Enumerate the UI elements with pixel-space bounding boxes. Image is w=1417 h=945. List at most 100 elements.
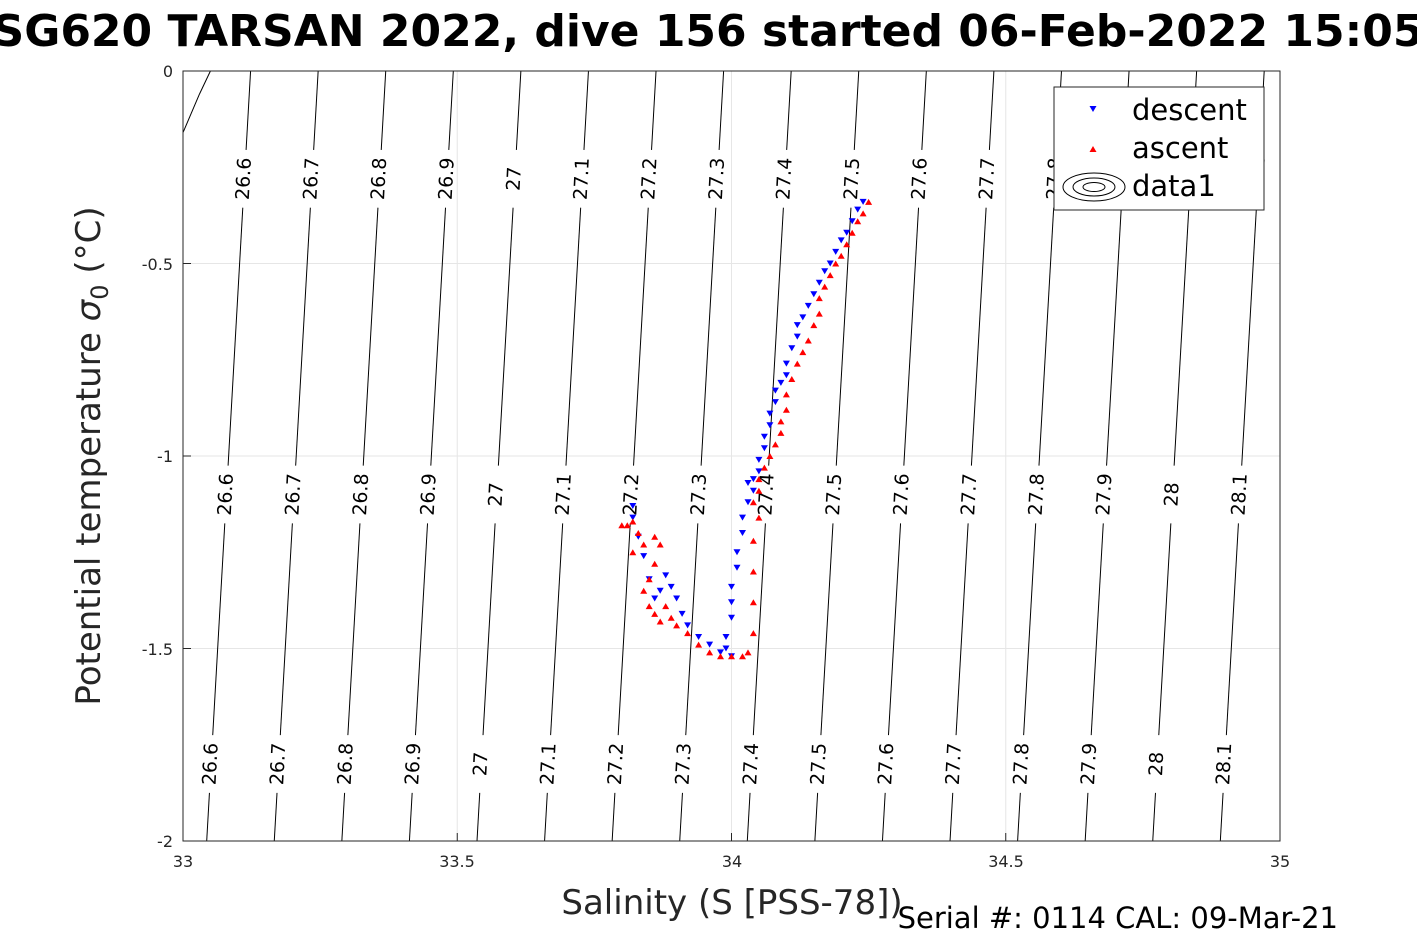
ascent-point xyxy=(749,499,757,506)
isopycnal-line xyxy=(182,93,200,133)
isopycnal-line xyxy=(685,523,699,736)
ascent-point xyxy=(799,349,807,356)
isopycnal-line xyxy=(1241,207,1257,466)
ascent-point xyxy=(777,429,785,436)
chart-title: SG620 TARSAN 2022, dive 156 started 06-F… xyxy=(0,6,1417,57)
isopycnal-label: 27.5 xyxy=(822,473,846,516)
ascent-point xyxy=(848,229,856,236)
ascent-point xyxy=(821,283,829,290)
ascent-point xyxy=(793,360,801,367)
isopycnal-line xyxy=(651,70,657,150)
ascent-point xyxy=(854,218,862,225)
isopycnal-line xyxy=(1017,792,1021,842)
y-tick-labels: 0 -0.5 -1 -1.5 -2 xyxy=(142,62,173,851)
descent-point xyxy=(749,487,757,494)
descent-point xyxy=(739,530,746,536)
descent-point xyxy=(629,514,637,521)
isopycnal-label: 28.1 xyxy=(1212,742,1236,785)
ascent-point xyxy=(651,533,659,540)
isopycnal-line xyxy=(408,792,413,842)
ascent-point xyxy=(782,391,790,398)
descent-point xyxy=(651,595,659,602)
ascent-point xyxy=(815,310,823,317)
ascent-point xyxy=(788,376,796,382)
isopycnal-line xyxy=(347,523,361,736)
isopycnal-label: 27.1 xyxy=(552,473,576,516)
isopycnal-line xyxy=(820,523,834,736)
ascent-point xyxy=(618,522,626,529)
descent-point xyxy=(766,422,774,429)
ascent-point xyxy=(656,618,664,625)
isopycnal-line xyxy=(206,792,210,842)
ascent-point xyxy=(777,418,785,425)
isopycnal-line xyxy=(1038,207,1055,466)
ascent-point xyxy=(667,614,675,621)
isopycnal-label: 27 xyxy=(503,166,526,191)
ascent-point xyxy=(859,210,867,217)
descent-point xyxy=(678,610,686,617)
descent-point xyxy=(755,456,763,463)
x-tick-label: 33 xyxy=(173,852,193,871)
ascent-point xyxy=(739,653,746,660)
descent-point xyxy=(788,345,796,352)
isopycnal-label: 27.6 xyxy=(908,157,932,200)
descent-point xyxy=(782,360,790,367)
descent-point xyxy=(837,237,845,244)
descent-point xyxy=(656,587,664,594)
isopycnal-contours xyxy=(182,70,1265,842)
isopycnal-line xyxy=(970,207,987,466)
descent-point xyxy=(804,302,812,309)
ascent-point xyxy=(629,549,637,556)
isopycnal-line xyxy=(881,792,886,842)
x-tick-label: 34.5 xyxy=(988,852,1024,871)
isopycnal-line xyxy=(617,523,631,736)
descent-point xyxy=(810,291,818,298)
descent-point xyxy=(695,634,703,640)
ascent-point xyxy=(728,653,735,660)
ascent-point xyxy=(645,576,653,583)
isopycnal-line xyxy=(245,70,252,150)
isopycnal-line xyxy=(273,792,278,842)
x-tick-label: 35 xyxy=(1270,852,1290,871)
isopycnal-line xyxy=(279,523,293,736)
descent-point xyxy=(832,248,840,255)
ascent-point xyxy=(651,560,659,567)
ascent-point xyxy=(771,441,779,448)
descent-point xyxy=(854,206,862,213)
descent-point xyxy=(843,229,851,236)
isopycnal-label: 28 xyxy=(1160,482,1183,507)
descent-point xyxy=(777,379,785,386)
isopycnal-line xyxy=(362,207,379,466)
isopycnal-line xyxy=(295,207,311,466)
isopycnal-line xyxy=(746,792,751,842)
isopycnal-label: 27.3 xyxy=(672,742,696,785)
isopycnal-label: 26.6 xyxy=(214,473,238,516)
y-tick-label: -2 xyxy=(157,832,173,851)
isopycnal-line xyxy=(1106,207,1122,466)
ascent-point xyxy=(865,198,873,205)
descent-point xyxy=(739,514,746,521)
isopycnal-label: 27.7 xyxy=(957,473,981,516)
serial-cal-label: Serial #: 0114 CAL: 09-Mar-21 xyxy=(898,901,1338,935)
ascent-point xyxy=(744,649,752,656)
isopycnal-label: 27.2 xyxy=(637,157,661,200)
isopycnal-label: 26.8 xyxy=(349,473,373,516)
descent-point xyxy=(859,198,867,205)
isopycnal-label: 27.8 xyxy=(1009,742,1033,785)
isopycnal-line xyxy=(448,70,454,150)
ascent-point xyxy=(640,541,648,548)
isopycnal-line xyxy=(476,792,481,842)
isopycnal-line xyxy=(903,207,920,466)
isopycnal-line xyxy=(1023,523,1037,736)
isopycnal-label: 27 xyxy=(469,751,492,776)
isopycnal-line xyxy=(1173,207,1190,466)
descent-point xyxy=(728,614,735,621)
isopycnal-label: 27.1 xyxy=(570,157,594,200)
isopycnal-labels: 26.6 26.6 26.6 26.7 26.7 26.7 26.8 26.8 26.8 26.9… xyxy=(199,157,1270,786)
descent-point xyxy=(744,480,752,486)
isopycnal-line xyxy=(921,70,927,150)
ascent-point xyxy=(662,603,670,610)
ascent-point xyxy=(843,241,851,248)
ascent-point xyxy=(717,653,724,660)
